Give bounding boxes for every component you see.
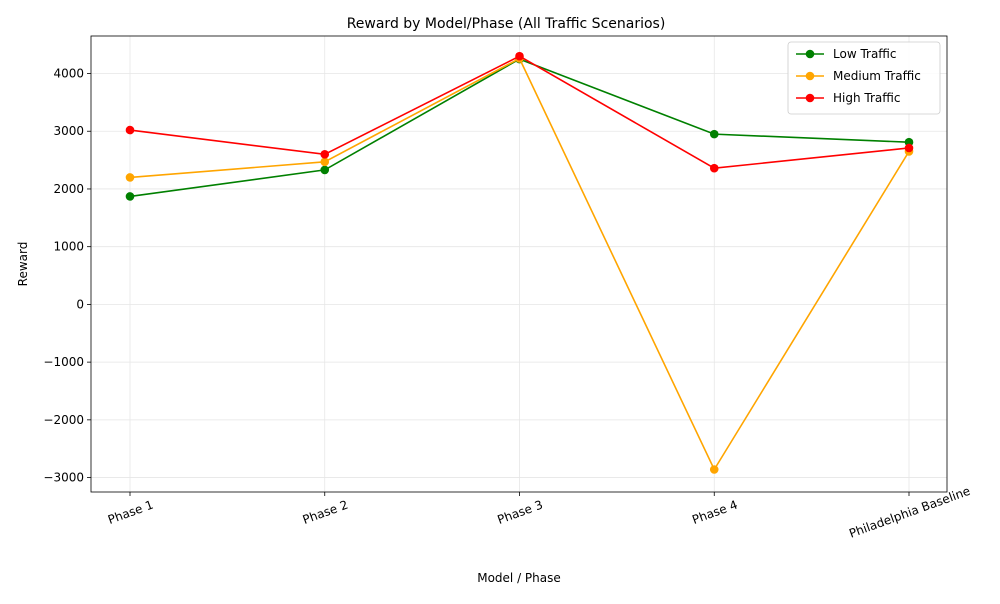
y-tick-label: 0 — [76, 297, 84, 311]
legend-label: Low Traffic — [833, 47, 897, 61]
y-tick-label: −3000 — [43, 471, 84, 485]
y-tick-label: 2000 — [53, 182, 84, 196]
chart-title: Reward by Model/Phase (All Traffic Scena… — [347, 16, 666, 32]
data-point — [320, 157, 330, 167]
axes — [90, 35, 948, 493]
y-tick-label: 3000 — [53, 124, 84, 138]
x-tick-label: Phase 4 — [690, 498, 739, 527]
y-tick-label: −1000 — [43, 355, 84, 369]
data-point — [904, 143, 914, 153]
legend-box — [787, 41, 941, 115]
legend-marker — [805, 49, 815, 59]
legend-label: Medium Traffic — [833, 69, 921, 83]
data-point — [320, 150, 330, 159]
data-point — [125, 192, 135, 201]
x-tick-label: Phase 3 — [496, 498, 545, 527]
data-point — [709, 465, 719, 474]
ticks: −3000 −2000 −1000 0 1000 2000 3000 4000 Phase 1 P… — [43, 67, 972, 541]
plot-frame — [90, 35, 948, 493]
legend-marker — [805, 93, 815, 103]
data-point — [709, 129, 719, 139]
data-point — [125, 173, 135, 182]
grid — [91, 36, 947, 492]
data-point — [515, 51, 524, 61]
y-tick-label: −2000 — [43, 413, 84, 427]
x-tick-label: Phase 2 — [301, 498, 350, 527]
x-axis-label: Model / Phase — [477, 571, 561, 585]
data-point — [709, 163, 719, 173]
legend-marker — [805, 71, 815, 81]
series-layer — [125, 51, 914, 474]
data-point — [125, 125, 135, 135]
y-axis-label: Reward — [16, 242, 30, 287]
x-tick-label: Phase 1 — [106, 498, 155, 527]
data-point — [320, 165, 330, 175]
legend-label: High Traffic — [833, 91, 900, 105]
legend: Low Traffic Medium Traffic High Traffic — [787, 41, 941, 115]
y-tick-label: 4000 — [53, 67, 84, 81]
y-tick-label: 1000 — [53, 240, 84, 254]
